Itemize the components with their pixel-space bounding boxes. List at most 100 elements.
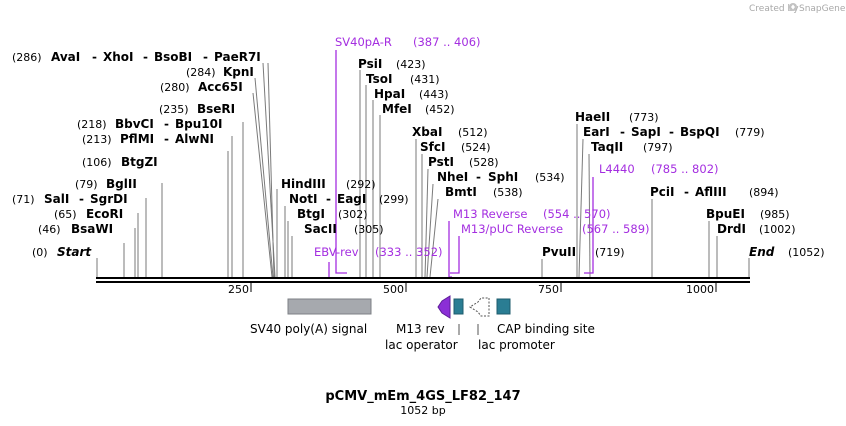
enzyme-label[interactable]: SphI bbox=[488, 170, 518, 184]
enzyme-label[interactable]: BtgI bbox=[297, 207, 325, 221]
enzyme-position: (65) bbox=[54, 208, 77, 221]
enzyme-label[interactable]: AlwNI bbox=[175, 132, 214, 146]
enzyme-label[interactable]: KpnI bbox=[223, 65, 254, 79]
primer-label[interactable]: SV40pA-R bbox=[335, 35, 392, 49]
enzyme-position: (299) bbox=[379, 193, 409, 206]
enzyme-label[interactable]: XbaI bbox=[412, 125, 442, 139]
enzyme-position: (528) bbox=[469, 156, 499, 169]
enzyme-position: (106) bbox=[82, 156, 112, 169]
enzyme-label[interactable]: BspQI bbox=[680, 125, 720, 139]
enzyme-label[interactable]: SalI bbox=[44, 192, 69, 206]
snapgene-logo-icon bbox=[789, 3, 797, 11]
enzyme-position: (305) bbox=[354, 223, 384, 236]
sv40-polya-feature[interactable] bbox=[287, 298, 372, 315]
enzyme-label[interactable]: TsoI bbox=[366, 72, 392, 86]
enzyme-label[interactable]: AflIII bbox=[695, 185, 727, 199]
enzyme-separator: - bbox=[143, 50, 148, 64]
enzyme-label[interactable]: SfcI bbox=[420, 140, 445, 154]
enzyme-label[interactable]: EarI bbox=[583, 125, 610, 139]
axis-tick-label: 250 bbox=[228, 283, 249, 296]
enzyme-label[interactable]: TaqII bbox=[591, 140, 623, 154]
enzyme-separator: - bbox=[326, 192, 331, 206]
credit-text: Created by bbox=[749, 4, 799, 14]
primer-range: (567 .. 589) bbox=[582, 222, 650, 236]
enzyme-position: (797) bbox=[643, 141, 673, 154]
cap-binding-site-feature[interactable] bbox=[496, 298, 511, 315]
enzyme-label[interactable]: MfeI bbox=[382, 102, 412, 116]
enzyme-position: (534) bbox=[535, 171, 565, 184]
start-label: Start bbox=[57, 245, 92, 259]
enzyme-label[interactable]: SapI bbox=[631, 125, 661, 139]
enzyme-position: (235) bbox=[159, 103, 189, 116]
enzyme-separator: - bbox=[164, 117, 169, 131]
enzyme-label[interactable]: HindIII bbox=[281, 177, 326, 191]
enzyme-label[interactable]: DrdI bbox=[717, 222, 746, 236]
enzyme-label[interactable]: Acc65I bbox=[198, 80, 243, 94]
enzyme-separator: - bbox=[79, 192, 84, 206]
enzyme-label[interactable]: BtgZI bbox=[121, 155, 158, 169]
enzyme-label[interactable]: NheI bbox=[437, 170, 468, 184]
primer-range: (387 .. 406) bbox=[413, 35, 481, 49]
enzyme-label[interactable]: XhoI bbox=[103, 50, 134, 64]
enzyme-label[interactable]: AvaI bbox=[51, 50, 80, 64]
enzyme-label[interactable]: EcoRI bbox=[86, 207, 123, 221]
enzyme-label[interactable]: PvuII bbox=[542, 245, 576, 259]
lac-operator-feature[interactable] bbox=[453, 298, 464, 315]
primer-label[interactable]: EBV-rev bbox=[314, 245, 359, 259]
end-position: (1052) bbox=[788, 246, 825, 259]
primer-label[interactable]: L4440 bbox=[599, 162, 635, 176]
enzyme-separator: - bbox=[92, 50, 97, 64]
feature-label: lac promoter bbox=[478, 338, 555, 352]
feature-label: lac operator bbox=[385, 338, 458, 352]
primer-label[interactable]: M13/pUC Reverse bbox=[461, 222, 563, 236]
enzyme-position: (779) bbox=[735, 126, 765, 139]
feature-label: M13 rev bbox=[396, 322, 445, 336]
enzyme-leader-lines bbox=[96, 62, 750, 278]
enzyme-label[interactable]: SgrDI bbox=[90, 192, 128, 206]
enzyme-position: (46) bbox=[38, 223, 61, 236]
enzyme-label[interactable]: PciI bbox=[650, 185, 675, 199]
enzyme-position: (985) bbox=[760, 208, 790, 221]
lac-promoter-feature-arrow[interactable] bbox=[469, 297, 490, 317]
enzyme-label[interactable]: BseRI bbox=[197, 102, 235, 116]
axis-tick-label: 750 bbox=[538, 283, 559, 296]
enzyme-label[interactable]: PstI bbox=[428, 155, 454, 169]
start-position: (0) bbox=[32, 246, 48, 259]
enzyme-label[interactable]: BmtI bbox=[445, 185, 477, 199]
enzyme-label[interactable]: HpaI bbox=[374, 87, 405, 101]
enzyme-label[interactable]: BsaWI bbox=[71, 222, 113, 236]
m13-rev-feature-arrow[interactable] bbox=[437, 295, 451, 319]
enzyme-separator: - bbox=[620, 125, 625, 139]
enzyme-separator: - bbox=[203, 50, 208, 64]
enzyme-position: (280) bbox=[160, 81, 190, 94]
enzyme-label[interactable]: BbvCI bbox=[115, 117, 154, 131]
enzyme-label[interactable]: BpuEI bbox=[706, 207, 745, 221]
enzyme-label[interactable]: BsoBI bbox=[154, 50, 192, 64]
enzyme-position: (423) bbox=[396, 58, 426, 71]
primer-range: (785 .. 802) bbox=[651, 162, 719, 176]
enzyme-label[interactable]: BglII bbox=[106, 177, 137, 191]
axis-tick-marks bbox=[250, 283, 717, 292]
enzyme-position: (538) bbox=[493, 186, 523, 199]
end-label: End bbox=[749, 245, 775, 259]
enzyme-label[interactable]: PflMI bbox=[120, 132, 154, 146]
enzyme-position: (79) bbox=[75, 178, 98, 191]
primer-range: (554 .. 570) bbox=[543, 207, 611, 221]
enzyme-label[interactable]: EagI bbox=[337, 192, 366, 206]
enzyme-label[interactable]: HaeII bbox=[575, 110, 610, 124]
enzyme-label[interactable]: NotI bbox=[289, 192, 318, 206]
enzyme-position: (292) bbox=[346, 178, 376, 191]
feature-label: SV40 poly(A) signal bbox=[250, 322, 367, 336]
enzyme-label[interactable]: SacII bbox=[304, 222, 337, 236]
plasmid-title: pCMV_mEm_4GS_LF82_147 bbox=[325, 389, 520, 404]
primer-label[interactable]: M13 Reverse bbox=[453, 207, 527, 221]
enzyme-position: (286) bbox=[12, 51, 42, 64]
enzyme-label[interactable]: PaeR7I bbox=[214, 50, 261, 64]
enzyme-label[interactable]: Bpu10I bbox=[175, 117, 222, 131]
enzyme-label[interactable]: PsiI bbox=[358, 57, 382, 71]
enzyme-position: (719) bbox=[595, 246, 625, 259]
enzyme-position: (773) bbox=[629, 111, 659, 124]
enzyme-position: (452) bbox=[425, 103, 455, 116]
enzyme-separator: - bbox=[669, 125, 674, 139]
enzyme-position: (1002) bbox=[759, 223, 796, 236]
